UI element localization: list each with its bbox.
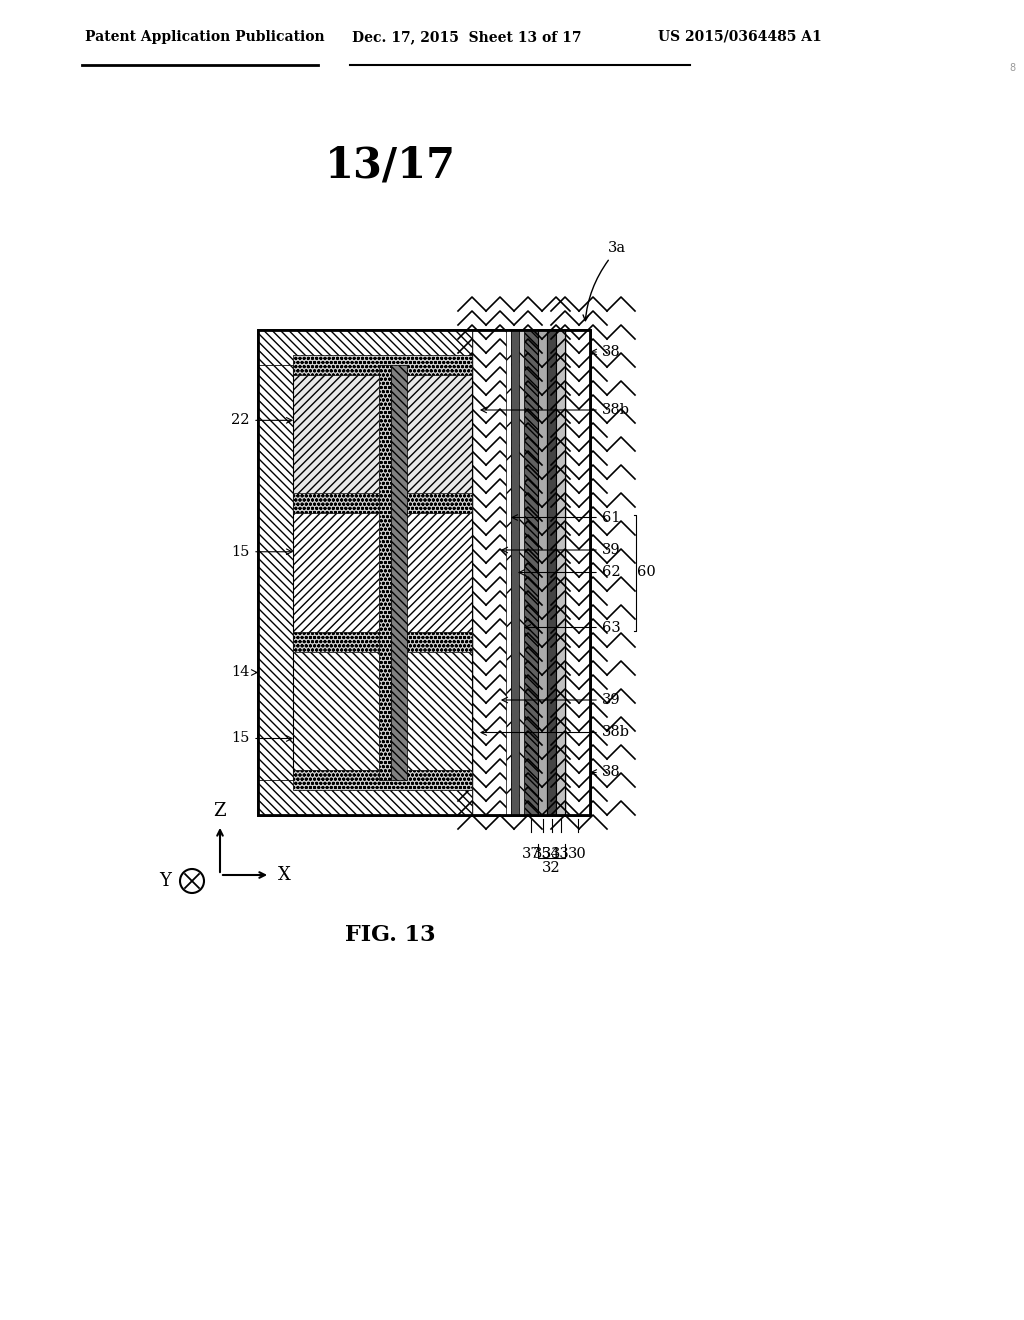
Text: 38b: 38b xyxy=(602,726,630,739)
Bar xyxy=(293,642,472,780)
Text: 22: 22 xyxy=(231,413,250,428)
Bar xyxy=(472,330,524,814)
Text: Patent Application Publication: Patent Application Publication xyxy=(85,30,325,44)
Text: FIG. 13: FIG. 13 xyxy=(345,924,435,946)
Bar xyxy=(258,330,472,366)
Text: Dec. 17, 2015  Sheet 13 of 17: Dec. 17, 2015 Sheet 13 of 17 xyxy=(352,30,582,44)
Text: 38: 38 xyxy=(602,345,621,359)
Text: X: X xyxy=(278,866,291,884)
Bar xyxy=(293,770,472,789)
Bar xyxy=(565,330,590,814)
Text: 61: 61 xyxy=(602,511,621,524)
Bar xyxy=(258,330,590,814)
Text: 34: 34 xyxy=(542,847,561,861)
Bar xyxy=(519,330,524,814)
Text: 35: 35 xyxy=(534,847,552,861)
Text: US 2015/0364485 A1: US 2015/0364485 A1 xyxy=(658,30,821,44)
Bar xyxy=(391,366,408,780)
Text: 62: 62 xyxy=(602,565,621,579)
Bar xyxy=(506,330,511,814)
Bar xyxy=(258,780,472,814)
Text: 39: 39 xyxy=(602,543,621,557)
Bar xyxy=(524,330,538,814)
Text: Z: Z xyxy=(214,803,226,820)
Bar xyxy=(293,366,472,503)
Text: 63: 63 xyxy=(602,620,621,635)
Bar xyxy=(293,503,472,642)
Text: 60: 60 xyxy=(637,565,655,579)
Text: 37: 37 xyxy=(521,847,541,861)
Bar xyxy=(556,330,565,814)
Text: 3a: 3a xyxy=(608,242,626,255)
Bar xyxy=(293,366,472,780)
Text: 32: 32 xyxy=(542,861,561,875)
Bar xyxy=(258,330,590,814)
Text: 15: 15 xyxy=(231,545,250,558)
Text: Y: Y xyxy=(159,873,171,890)
Text: 30: 30 xyxy=(568,847,587,861)
Text: 38: 38 xyxy=(602,766,621,780)
Bar xyxy=(380,366,391,780)
Text: 38b: 38b xyxy=(602,403,630,417)
Text: 39: 39 xyxy=(602,693,621,708)
Text: 13/17: 13/17 xyxy=(325,144,456,186)
Bar xyxy=(293,632,472,652)
Bar xyxy=(472,330,524,814)
Bar xyxy=(293,494,472,513)
Bar xyxy=(293,355,472,375)
Text: 33: 33 xyxy=(551,847,570,861)
Text: 14: 14 xyxy=(231,665,250,680)
Text: 15: 15 xyxy=(231,731,250,746)
Text: 8: 8 xyxy=(1009,63,1015,73)
Bar xyxy=(511,330,519,814)
Bar xyxy=(258,366,293,780)
Bar xyxy=(538,330,547,814)
Bar xyxy=(547,330,556,814)
